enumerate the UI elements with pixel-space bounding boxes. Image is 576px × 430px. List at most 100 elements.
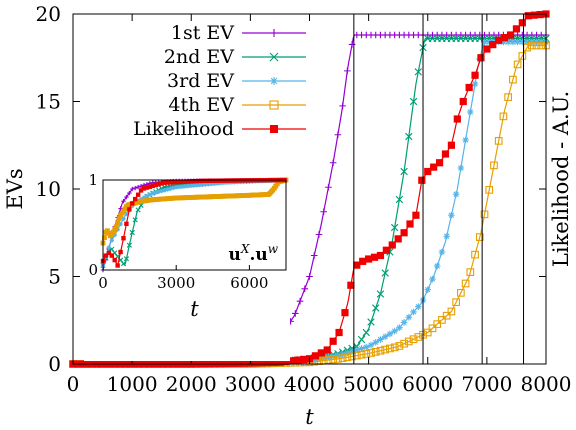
- data-point: [459, 97, 467, 106]
- x-tick-label: 5000: [343, 372, 394, 396]
- inset-data-point: [185, 179, 191, 184]
- data-point: [443, 232, 450, 240]
- data-point: [485, 186, 494, 194]
- inset-data-point: [194, 178, 199, 184]
- inset-data-point: [174, 179, 179, 185]
- data-point: [433, 262, 441, 270]
- data-point: [414, 68, 422, 76]
- data-point: [315, 231, 323, 238]
- inset-data-point: [147, 192, 153, 197]
- data-point: [365, 255, 373, 263]
- inset-data-point: [112, 227, 118, 233]
- data-point: [317, 349, 325, 357]
- data-point: [329, 159, 337, 167]
- x-tick-label: 4000: [284, 372, 335, 396]
- data-point: [325, 183, 332, 191]
- data-point: [518, 19, 526, 27]
- inset-data-point: [165, 180, 170, 185]
- data-point: [412, 211, 420, 219]
- inset-data-point: [191, 183, 196, 188]
- data-point: [258, 359, 266, 367]
- data-point: [405, 313, 413, 321]
- inset-y-tick-label: 1: [88, 171, 98, 189]
- data-point: [475, 233, 484, 241]
- data-point: [495, 36, 503, 44]
- legend-marker: [269, 52, 279, 62]
- data-point: [388, 241, 396, 249]
- data-point: [306, 273, 313, 280]
- inset-data-point: [106, 230, 112, 236]
- y-tick-label: 20: [36, 2, 61, 26]
- data-point: [481, 38, 488, 46]
- legend-entry: 3rd EV: [167, 70, 306, 92]
- data-point: [404, 337, 413, 346]
- data-point: [367, 349, 375, 357]
- inset-data-point: [182, 179, 188, 184]
- inset-data-point: [188, 183, 194, 189]
- data-point: [395, 342, 404, 350]
- data-point: [513, 60, 522, 69]
- data-point: [301, 285, 309, 293]
- data-point: [504, 93, 513, 101]
- inset-data-point: [109, 238, 114, 243]
- legend-marker: [270, 77, 278, 85]
- data-point: [409, 335, 418, 344]
- inset-data-point: [138, 188, 144, 193]
- inset-data-point: [188, 179, 194, 184]
- inset-data-point: [130, 201, 135, 206]
- y-tick-label: 10: [36, 177, 61, 201]
- inset-plot: 0 3000 6000 0 1 t uX.uw: [84, 171, 290, 361]
- y-tick-label: 5: [48, 265, 61, 289]
- data-point: [430, 163, 438, 171]
- data-point: [382, 246, 390, 254]
- inset-data-point: [156, 189, 161, 194]
- data-point: [367, 341, 375, 349]
- inset-data-point: [203, 182, 208, 187]
- data-point: [410, 308, 417, 316]
- data-point: [264, 359, 272, 367]
- data-point: [329, 355, 338, 364]
- inset-data-point: [179, 179, 185, 185]
- data-point: [323, 346, 331, 354]
- data-point: [530, 11, 538, 19]
- data-point: [359, 257, 367, 265]
- inset-data-point: [217, 180, 223, 186]
- legend-entry: 1st EV: [171, 22, 306, 44]
- inset-data-point: [102, 235, 107, 240]
- data-point: [371, 347, 380, 356]
- inset-data-point: [209, 181, 214, 187]
- data-point: [461, 279, 470, 288]
- inset-data-point: [176, 179, 182, 185]
- inset-data-point: [162, 188, 167, 193]
- data-point: [441, 150, 450, 158]
- inset-data-point: [116, 216, 122, 222]
- inset-x-tick-label: 6000: [230, 274, 268, 292]
- y-axis-label: EVs: [3, 168, 27, 209]
- x-tick-label: 7000: [461, 372, 512, 396]
- inset-data-point: [156, 182, 161, 187]
- data-point: [494, 137, 503, 145]
- inset-data-point: [118, 221, 123, 227]
- data-point: [424, 286, 432, 293]
- data-point: [396, 324, 403, 331]
- data-point: [339, 102, 346, 110]
- data-point: [229, 359, 237, 367]
- data-point: [499, 112, 508, 121]
- inset-data-point: [135, 192, 141, 197]
- data-point: [414, 303, 422, 310]
- data-point: [480, 210, 489, 219]
- y-tick-label: 0: [48, 352, 61, 376]
- inset-data-point: [150, 183, 155, 189]
- data-point: [442, 311, 451, 320]
- inset-data-point: [185, 183, 191, 189]
- data-point: [376, 290, 385, 298]
- inset-data-point: [209, 178, 214, 183]
- data-point: [457, 164, 465, 172]
- data-point: [223, 359, 231, 368]
- data-point: [466, 268, 475, 276]
- data-point: [452, 190, 460, 198]
- data-point: [414, 333, 423, 341]
- inset-data-point: [232, 178, 237, 183]
- data-point: [376, 346, 385, 355]
- inset-frame: [102, 179, 287, 271]
